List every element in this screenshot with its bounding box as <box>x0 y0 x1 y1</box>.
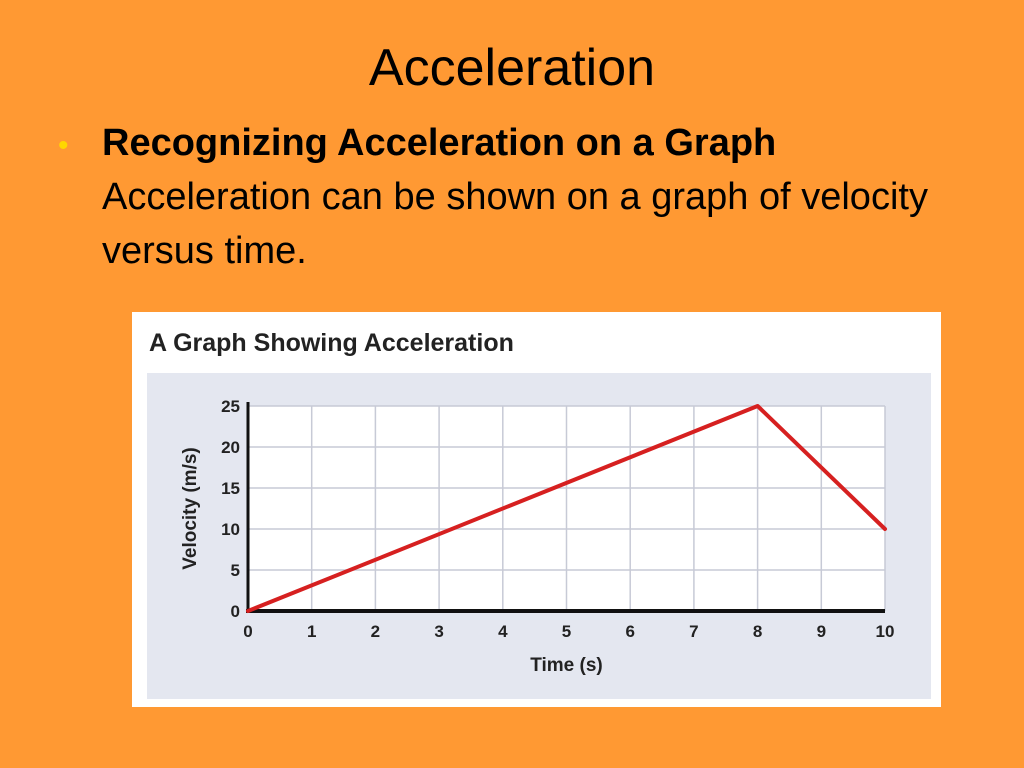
x-tick-label: 1 <box>307 622 316 641</box>
bullet-dot: • <box>58 129 69 162</box>
chart-title: A Graph Showing Acceleration <box>149 329 514 357</box>
x-tick-label: 4 <box>498 622 508 641</box>
x-tick-label: 0 <box>243 622 252 641</box>
bullet-heading: Recognizing Acceleration on a Graph <box>102 122 777 164</box>
x-tick-label: 5 <box>562 622 571 641</box>
velocity-time-chart: A Graph Showing Acceleration 0 1 2 3 4 5 6 7 8 9 1… <box>147 329 931 699</box>
x-tick-label: 7 <box>689 622 698 641</box>
tick-labels: 0 1 2 3 4 5 6 7 8 9 10 0 5 10 15 20 25 <box>221 397 894 641</box>
y-tick-label: 5 <box>231 561 240 580</box>
axes <box>246 402 885 613</box>
x-axis-label: Time (s) <box>530 655 603 676</box>
x-tick-label: 6 <box>625 622 634 641</box>
x-tick-label: 10 <box>876 622 895 641</box>
y-tick-label: 10 <box>221 520 240 539</box>
y-tick-label: 15 <box>221 479 240 498</box>
x-tick-label: 2 <box>371 622 380 641</box>
slide-title: Acceleration <box>368 39 656 97</box>
chart-figure: A Graph Showing Acceleration 0 1 2 3 4 5 6 7 8 9 1… <box>132 312 941 707</box>
y-axis-label: Velocity (m/s) <box>180 447 201 570</box>
grid <box>247 405 886 612</box>
y-tick-label: 0 <box>231 602 240 621</box>
x-tick-label: 9 <box>817 622 826 641</box>
bullet-body: Acceleration can be shown on a graph of … <box>102 176 928 272</box>
y-tick-label: 25 <box>221 397 240 416</box>
bullet-text: Recognizing Acceleration on a Graph Acce… <box>102 116 952 278</box>
y-tick-label: 20 <box>221 438 240 457</box>
x-tick-label: 3 <box>434 622 443 641</box>
series-layer <box>246 404 887 613</box>
x-tick-label: 8 <box>753 622 762 641</box>
